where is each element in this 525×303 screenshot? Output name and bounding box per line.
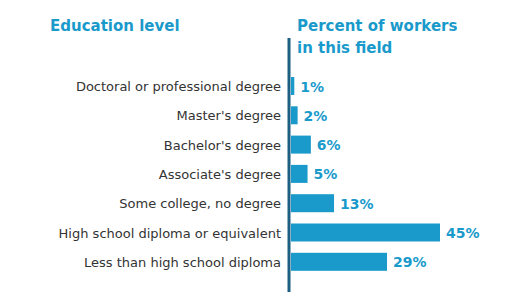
chart: Education level Percent of workersin this… — [0, 0, 525, 303]
data-label: 6% — [317, 137, 341, 153]
bar — [291, 136, 311, 154]
axis-line — [288, 38, 291, 292]
data-label: 13% — [340, 196, 374, 212]
bar — [291, 165, 308, 183]
category-label: Master's degree — [177, 108, 281, 123]
column-header: Percent of workersin this field — [297, 17, 457, 57]
bar — [291, 106, 298, 124]
bar — [291, 194, 334, 212]
bar — [291, 253, 387, 271]
data-label: 45% — [446, 225, 480, 241]
category-label: High school diploma or equivalent — [59, 226, 281, 241]
data-label: 29% — [393, 254, 427, 270]
category-label: Associate's degree — [159, 167, 281, 182]
category-label: Some college, no degree — [119, 196, 281, 211]
bars — [291, 77, 440, 271]
bar — [291, 224, 440, 242]
data-label: 1% — [300, 79, 324, 95]
data-label: 2% — [304, 108, 328, 124]
category-label: Bachelor's degree — [164, 138, 281, 153]
category-label: Doctoral or professional degree — [76, 79, 281, 94]
column-header: Education level — [50, 17, 180, 35]
data-label: 5% — [314, 166, 338, 182]
category-label: Less than high school diploma — [84, 255, 281, 270]
bar — [291, 77, 294, 95]
